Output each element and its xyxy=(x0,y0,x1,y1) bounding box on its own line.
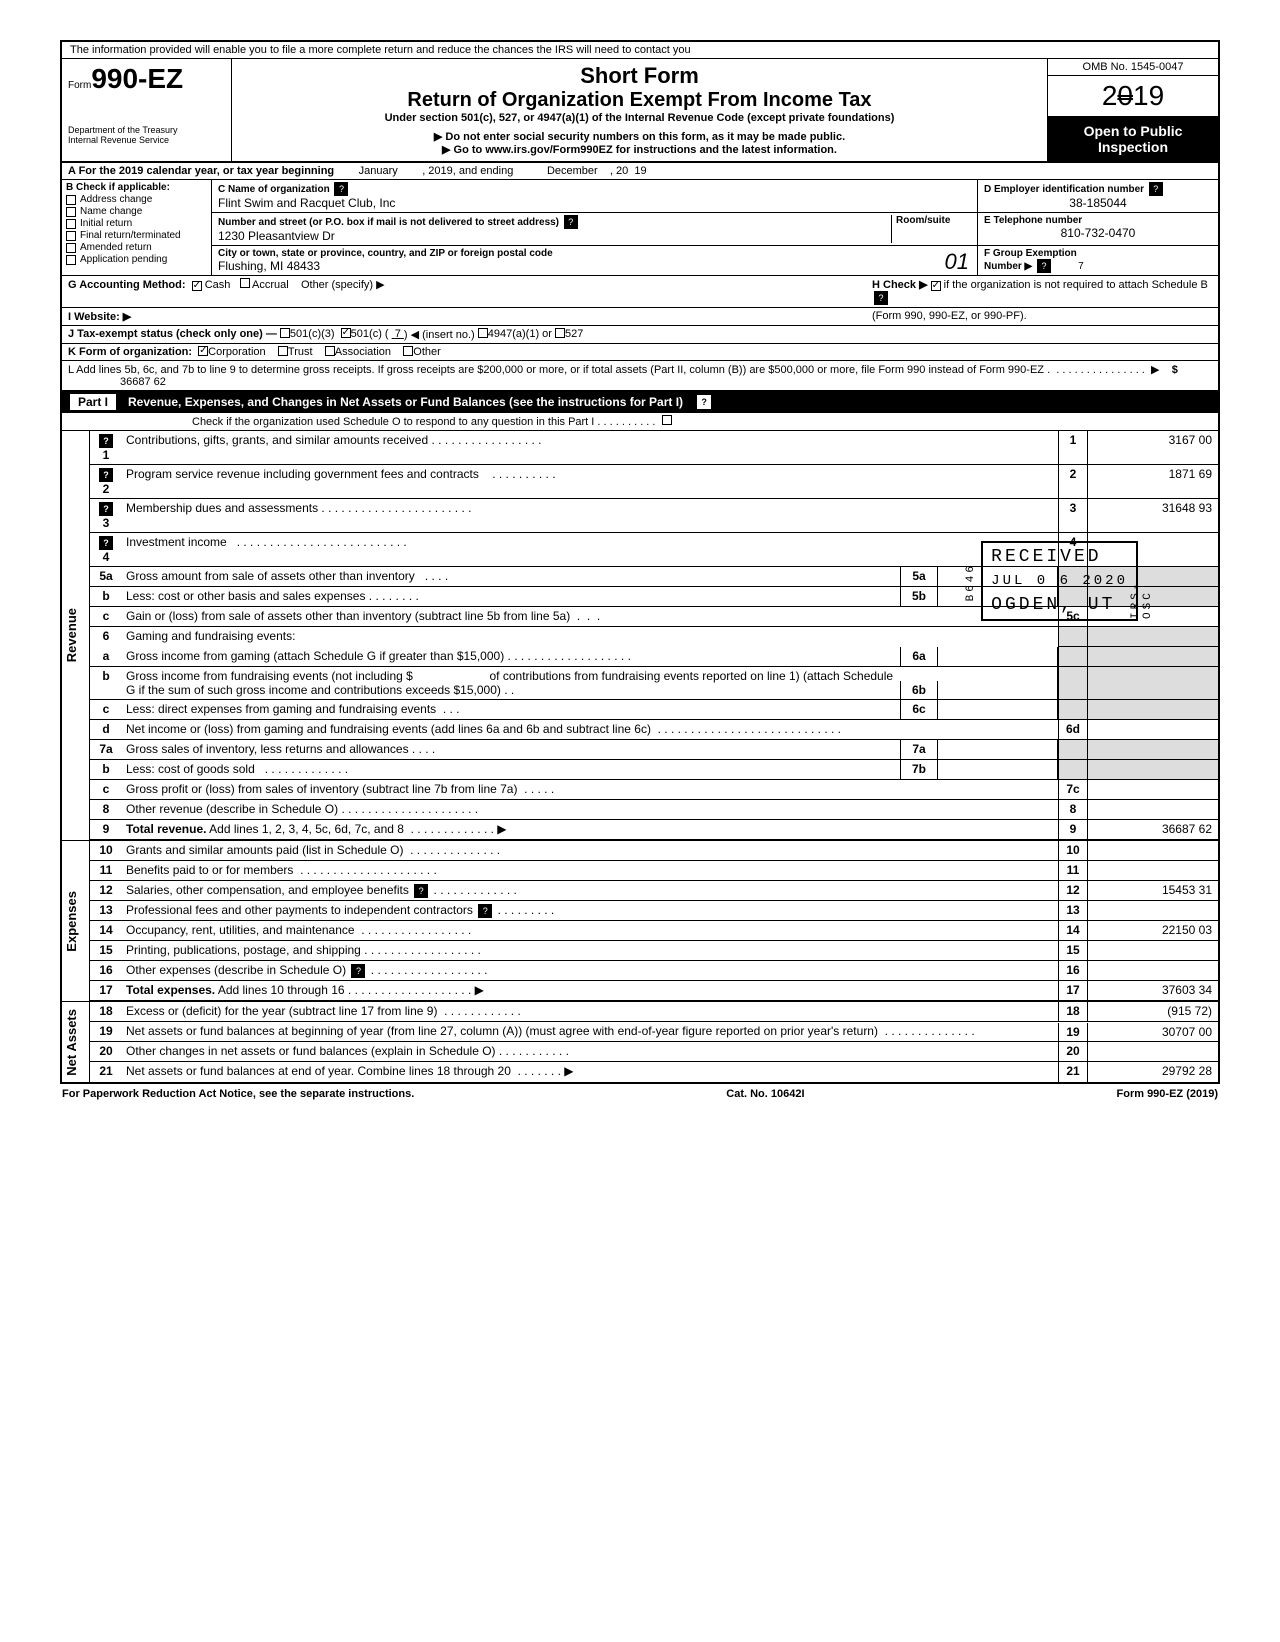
chk-schedule-o[interactable] xyxy=(662,415,672,425)
help-icon[interactable]: ? xyxy=(351,964,365,978)
ssn-warning: ▶ Do not enter social security numbers o… xyxy=(238,130,1041,143)
net-assets-section: Net Assets 18Excess or (deficit) for the… xyxy=(62,1001,1218,1082)
chk-name-change[interactable] xyxy=(66,207,76,217)
row-i: I Website: ▶ (Form 990, 990-EZ, or 990-P… xyxy=(62,308,1218,326)
dept-treasury: Department of the Treasury xyxy=(68,125,225,135)
chk-other-org[interactable] xyxy=(403,346,413,356)
part-1-header: Part I Revenue, Expenses, and Changes in… xyxy=(62,391,1218,413)
revenue-section: Revenue ? 1Contributions, gifts, grants,… xyxy=(62,431,1218,840)
chk-trust[interactable] xyxy=(278,346,288,356)
street-address: 1230 Pleasantview Dr xyxy=(218,229,335,243)
col-b-checkboxes: B Check if applicable: Address change Na… xyxy=(62,180,212,275)
row-g-h: G Accounting Method: Cash Accrual Other … xyxy=(62,276,1218,308)
form-subtitle: Under section 501(c), 527, or 4947(a)(1)… xyxy=(238,112,1041,124)
handwritten-stamp: 01 xyxy=(945,249,969,275)
help-icon[interactable]: ? xyxy=(334,182,348,196)
received-stamp: RECEIVED JUL 0 6 2020 OGDEN, UT B646 IRS… xyxy=(981,541,1138,621)
chk-final-return[interactable] xyxy=(66,231,76,241)
help-icon[interactable]: ? xyxy=(414,884,428,898)
form-number: Form990-EZ xyxy=(68,63,225,95)
chk-cash[interactable] xyxy=(192,281,202,291)
part-1-sub: Check if the organization used Schedule … xyxy=(62,413,1218,431)
row-j-tax-status: J Tax-exempt status (check only one) — 5… xyxy=(62,326,1218,344)
form-title: Return of Organization Exempt From Incom… xyxy=(238,89,1041,112)
help-icon[interactable]: ? xyxy=(99,434,113,448)
chk-schedule-b[interactable] xyxy=(931,281,941,291)
row-a-tax-year: A For the 2019 calendar year, or tax yea… xyxy=(62,163,1218,180)
help-icon[interactable]: ? xyxy=(697,395,711,409)
row-k-org-form: K Form of organization: Corporation Trus… xyxy=(62,344,1218,361)
tax-year: 2019 xyxy=(1048,76,1218,117)
help-icon[interactable]: ? xyxy=(478,904,492,918)
help-icon[interactable]: ? xyxy=(1149,182,1163,196)
ein-value: 38-185044 xyxy=(984,196,1212,210)
chk-initial-return[interactable] xyxy=(66,219,76,229)
open-public-label: Open to PublicInspection xyxy=(1048,117,1218,161)
help-icon[interactable]: ? xyxy=(564,215,578,229)
form-header: Form990-EZ Department of the Treasury In… xyxy=(62,59,1218,163)
chk-corporation[interactable] xyxy=(198,346,208,356)
top-info-note: The information provided will enable you… xyxy=(62,42,1218,59)
chk-address-change[interactable] xyxy=(66,195,76,205)
help-icon[interactable]: ? xyxy=(874,291,888,305)
form-page: The information provided will enable you… xyxy=(60,40,1220,1084)
short-form-label: Short Form xyxy=(238,63,1041,89)
help-icon[interactable]: ? xyxy=(99,468,113,482)
chk-application-pending[interactable] xyxy=(66,255,76,265)
omb-number: OMB No. 1545-0047 xyxy=(1048,59,1218,76)
page-footer: For Paperwork Reduction Act Notice, see … xyxy=(60,1084,1220,1104)
chk-501c3[interactable] xyxy=(280,328,290,338)
help-icon[interactable]: ? xyxy=(1037,259,1051,273)
row-l-gross-receipts: L Add lines 5b, 6c, and 7b to line 9 to … xyxy=(62,361,1218,391)
section-b-c-d: B Check if applicable: Address change Na… xyxy=(62,180,1218,276)
group-exemption: 7 xyxy=(1078,261,1084,272)
chk-amended-return[interactable] xyxy=(66,243,76,253)
chk-4947[interactable] xyxy=(478,328,488,338)
chk-501c[interactable] xyxy=(341,328,351,338)
expenses-section: Expenses 10Grants and similar amounts pa… xyxy=(62,840,1218,1001)
chk-accrual[interactable] xyxy=(240,278,250,288)
telephone: 810-732-0470 xyxy=(984,226,1212,240)
website-note: ▶ Go to www.irs.gov/Form990EZ for instru… xyxy=(238,143,1041,156)
help-icon[interactable]: ? xyxy=(99,502,113,516)
chk-association[interactable] xyxy=(325,346,335,356)
gross-receipts-value: 36687 62 xyxy=(120,376,166,388)
org-name: Flint Swim and Racquet Club, Inc xyxy=(218,196,395,210)
irs-label: Internal Revenue Service xyxy=(68,135,225,145)
help-icon[interactable]: ? xyxy=(99,536,113,550)
city-state-zip: Flushing, MI 48433 xyxy=(218,259,320,273)
chk-527[interactable] xyxy=(555,328,565,338)
